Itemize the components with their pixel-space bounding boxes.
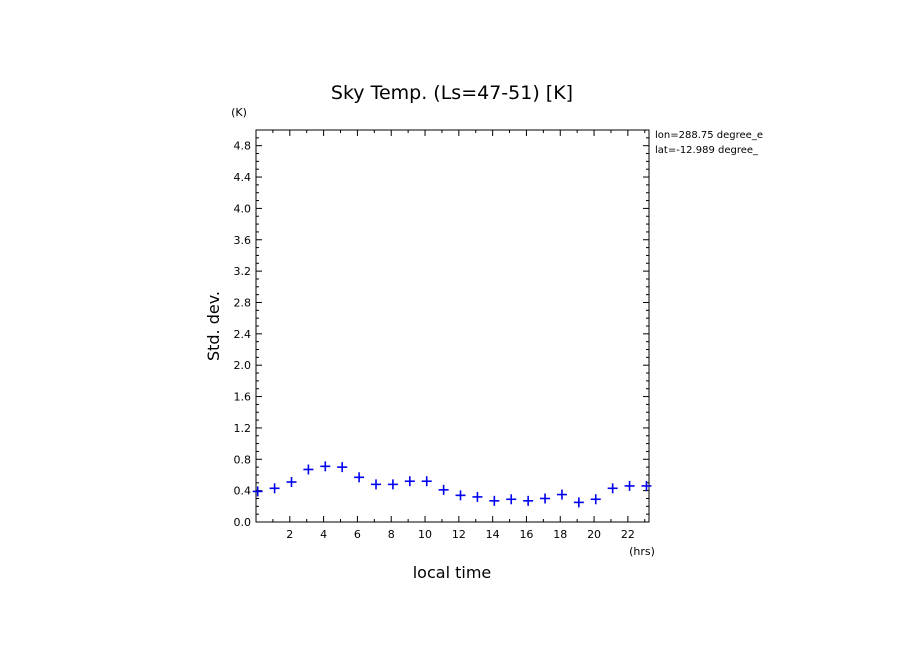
data-point bbox=[320, 461, 331, 472]
y-tick-label: 0.4 bbox=[234, 485, 252, 498]
data-point bbox=[556, 489, 567, 500]
x-tick-label: 16 bbox=[519, 528, 533, 541]
y-tick-label: 2.8 bbox=[234, 296, 252, 309]
x-tick-label: 22 bbox=[621, 528, 635, 541]
data-point bbox=[438, 484, 449, 495]
x-tick-label: 10 bbox=[418, 528, 432, 541]
data-point bbox=[252, 486, 263, 497]
data-point bbox=[455, 490, 466, 501]
y-unit-label: (K) bbox=[231, 106, 247, 119]
y-tick-label: 1.2 bbox=[234, 422, 252, 435]
y-tick-label: 2.4 bbox=[234, 328, 252, 341]
y-tick-label: 4.8 bbox=[234, 140, 252, 153]
x-tick-label: 8 bbox=[388, 528, 395, 541]
data-point bbox=[590, 494, 601, 505]
data-point bbox=[387, 479, 398, 490]
x-tick-label: 2 bbox=[286, 528, 293, 541]
y-tick-label: 0.0 bbox=[234, 516, 252, 529]
data-point bbox=[354, 472, 365, 483]
data-point bbox=[573, 497, 584, 508]
data-point bbox=[303, 464, 314, 475]
data-point bbox=[523, 495, 534, 506]
y-axis-label: Std. dev. bbox=[204, 291, 223, 361]
data-points bbox=[252, 461, 652, 508]
data-point bbox=[641, 480, 652, 491]
x-tick-label: 18 bbox=[553, 528, 567, 541]
y-tick-label: 4.0 bbox=[234, 202, 252, 215]
data-point bbox=[540, 493, 551, 504]
axis-ticks: 0.0 0.4 0.8 1.2 1.6 2.0 2.4 2.8 3.2 3.6 4.0 4.4 4.8 2… bbox=[234, 129, 649, 541]
x-tick-label: 4 bbox=[320, 528, 327, 541]
y-tick-label: 0.8 bbox=[234, 453, 252, 466]
chart-title: Sky Temp. (Ls=47-51) [K] bbox=[331, 82, 573, 104]
data-point bbox=[404, 476, 415, 487]
data-point bbox=[607, 483, 618, 494]
x-unit-label: (hrs) bbox=[629, 545, 655, 558]
data-point bbox=[286, 477, 297, 488]
data-point bbox=[472, 491, 483, 502]
plot-frame bbox=[255, 129, 650, 523]
x-tick-label: 20 bbox=[587, 528, 601, 541]
x-tick-label: 12 bbox=[452, 528, 466, 541]
data-point bbox=[269, 483, 280, 494]
x-tick-label: 14 bbox=[486, 528, 500, 541]
annotation-lon: lon=288.75 degree_e bbox=[655, 130, 763, 141]
data-point bbox=[489, 495, 500, 506]
data-point bbox=[421, 476, 432, 487]
x-axis-label: local time bbox=[413, 563, 492, 582]
y-tick-label: 4.4 bbox=[234, 171, 252, 184]
data-point bbox=[624, 480, 635, 491]
annotation-lat: lat=-12.989 degree_ bbox=[655, 145, 759, 156]
data-point bbox=[371, 479, 382, 490]
y-tick-label: 1.6 bbox=[234, 391, 252, 404]
y-tick-label: 2.0 bbox=[234, 359, 252, 372]
x-tick-label: 6 bbox=[354, 528, 361, 541]
y-tick-label: 3.6 bbox=[234, 234, 252, 247]
data-point bbox=[506, 494, 517, 505]
data-point bbox=[337, 462, 348, 473]
y-tick-label: 3.2 bbox=[234, 265, 252, 278]
